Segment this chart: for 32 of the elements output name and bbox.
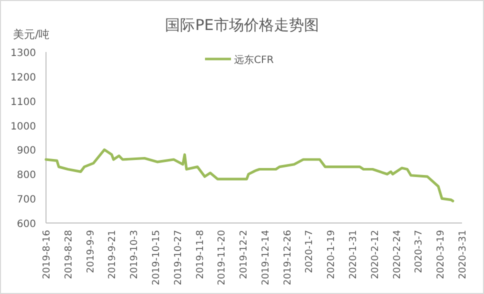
x-tick-label: 2020-1-31 [348,230,360,280]
y-axis-title: 美元/吨 [13,28,50,41]
x-tick-label: 2019-10-3 [129,230,140,280]
x-tick-label: 2020-3-19 [436,230,447,280]
line-series [44,148,454,202]
y-tick-label: 800 [16,170,36,182]
x-tick-label: 2019-9-9 [85,230,96,274]
x-tick-label: 2019-9-21 [107,230,118,280]
x-tick-label: 2019-8-16 [42,230,52,280]
y-tick-label: 1000 [10,121,36,132]
x-tick-label: 2020-1-19 [326,230,338,280]
x-tick-label: 2019-12-14 [260,230,272,286]
legend-label: 远东CFR [234,54,274,66]
y-tick-label: 700 [16,194,36,206]
x-tick-label: 2019-11-20 [216,230,228,286]
x-tick-label: 2019-10-27 [172,230,184,286]
y-tick-label: 900 [16,146,36,157]
x-tick-label: 2019-12-2 [238,230,250,280]
x-tick-label: 2019-10-15 [150,230,162,286]
x-tick-label: 2019-12-26 [282,230,294,286]
x-tick-label: 2019-11-8 [194,230,206,280]
x-tick-label: 2020-3-31 [458,230,468,280]
x-tick-label: 2020-2-24 [392,230,403,280]
y-tick-label: 1200 [10,72,36,84]
y-tick-label: 1300 [10,48,36,59]
chart-title: 国际PE市场价格走势图 [165,16,319,34]
x-tick-label: 2020-3-7 [414,230,425,274]
x-tick-label: 2019-8-28 [63,230,74,280]
x-tick-label: 2020-2-12 [370,230,381,280]
y-tick-label: 600 [16,219,36,230]
x-tick-label: 2020-1-7 [304,230,316,274]
y-tick-label: 1100 [10,96,36,108]
